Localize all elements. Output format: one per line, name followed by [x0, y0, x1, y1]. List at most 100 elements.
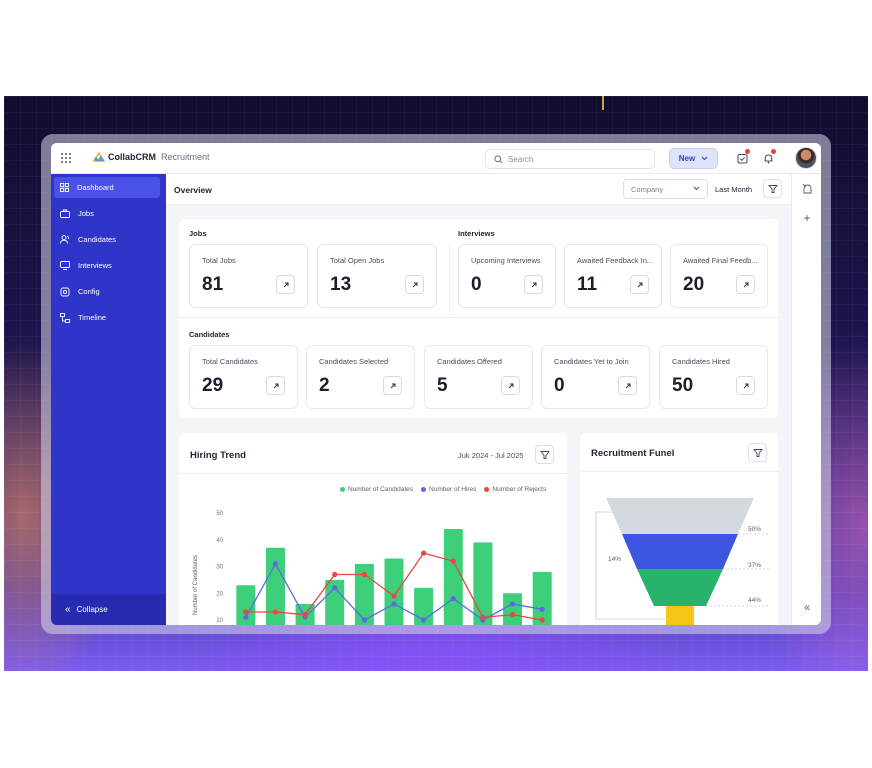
candidates-offered-card[interactable]: Candidates Offered 5	[424, 345, 533, 409]
section-divider	[179, 317, 778, 318]
open-details-button[interactable]	[276, 275, 295, 294]
expand-panel-icon[interactable]: «	[803, 602, 811, 614]
new-button-label: New	[678, 154, 696, 163]
card-value: 20	[683, 274, 705, 295]
funnel-filter-button[interactable]	[748, 443, 767, 462]
sidebar-item-label: Timeline	[78, 313, 107, 322]
awaited-feedback-card[interactable]: Awaited Feedback In... 11	[564, 244, 662, 308]
brand[interactable]: CollabCRM Recruitment	[93, 152, 210, 162]
arrow-up-right-icon	[273, 383, 278, 388]
open-details-button[interactable]	[736, 275, 755, 294]
funnel-label-1: 50%	[748, 526, 762, 533]
awaited-final-feedback-card[interactable]: Awaited Final Feedb... 20	[670, 244, 768, 308]
sidebar-item-interviews[interactable]: Interviews	[54, 255, 160, 276]
arrow-up-right-icon	[283, 282, 288, 287]
sidebar-item-dashboard[interactable]: Dashboard	[54, 177, 160, 198]
funnel-chart	[595, 498, 770, 625]
funnel-bracket-left	[595, 511, 666, 620]
search-input[interactable]: Search	[485, 149, 655, 169]
sidebar-item-jobs[interactable]: Jobs	[54, 203, 160, 224]
chart-legend: Number of Candidates Number of Hires Num…	[340, 486, 546, 493]
funnel-title: Recruitment Funel	[591, 448, 675, 459]
user-avatar[interactable]	[795, 147, 817, 169]
bar-candidates	[325, 579, 345, 625]
notification-dot	[771, 149, 776, 154]
bar-candidates	[473, 542, 493, 625]
sidebar-item-label: Interviews	[78, 261, 112, 270]
sidebar-item-label: Jobs	[78, 209, 94, 218]
point-hires	[450, 596, 456, 602]
add-icon[interactable]: +	[803, 211, 811, 225]
filter-icon	[539, 450, 550, 459]
sidebar-item-config[interactable]: Config	[54, 281, 160, 302]
tasks-button[interactable]	[733, 149, 751, 167]
point-hires	[243, 614, 249, 620]
candidates-yet-to-join-card[interactable]: Candidates Yet to Join 0	[541, 345, 650, 409]
company-placeholder: Company	[631, 184, 664, 194]
point-rejects	[391, 593, 397, 599]
open-details-button[interactable]	[736, 376, 755, 395]
open-details-button[interactable]	[266, 376, 285, 395]
open-details-button[interactable]	[524, 275, 543, 294]
user-switch-icon[interactable]	[800, 181, 814, 195]
point-hires	[509, 601, 516, 607]
legend-item-rejects: Number of Rejects	[484, 486, 546, 493]
collapse-button[interactable]: « Collapse	[51, 594, 166, 625]
config-icon	[60, 287, 70, 296]
arrow-up-right-icon	[390, 383, 395, 388]
overview-header: Overview Company Last Month	[166, 174, 791, 205]
point-rejects	[509, 612, 516, 618]
notifications-button[interactable]	[759, 149, 777, 167]
point-hires	[539, 606, 545, 612]
open-details-button[interactable]	[383, 376, 402, 395]
hiring-trend-date-range[interactable]: Juk 2024 - Jul 2025	[458, 451, 524, 460]
search-icon	[494, 154, 503, 163]
interviews-section-title: Interviews	[458, 229, 495, 238]
funnel-stage-3	[637, 569, 723, 606]
overview-filter-button[interactable]	[763, 179, 782, 198]
arrow-up-right-icon	[637, 282, 642, 287]
point-hires	[332, 585, 338, 591]
chevron-down-icon	[693, 186, 700, 191]
summary-panel: Jobs Interviews Total Jobs 81 Total Open…	[179, 219, 778, 418]
card-label: Awaited Feedback In...	[577, 256, 654, 265]
candidates-selected-card[interactable]: Candidates Selected 2	[306, 345, 415, 409]
card-label: Awaited Final Feedb...	[683, 256, 758, 265]
sidebar-item-candidates[interactable]: Candidates	[54, 229, 160, 250]
bar-candidates	[384, 558, 404, 625]
open-details-button[interactable]	[618, 376, 637, 395]
bar-candidates	[532, 571, 552, 625]
card-value: 13	[330, 274, 352, 295]
brand-name: CollabCRM	[108, 152, 156, 162]
card-label: Total Open Jobs	[330, 256, 385, 265]
upcoming-interviews-card[interactable]: Upcoming Interviews 0	[458, 244, 556, 308]
new-button[interactable]: New	[669, 148, 718, 169]
point-rejects	[302, 612, 308, 618]
open-details-button[interactable]	[501, 376, 520, 395]
bar-candidates	[354, 563, 374, 625]
total-candidates-card[interactable]: Total Candidates 29	[189, 345, 298, 409]
card-label: Upcoming Interviews	[471, 256, 541, 265]
bar-candidates	[414, 587, 434, 625]
open-details-button[interactable]	[405, 275, 424, 294]
total-open-jobs-card[interactable]: Total Open Jobs 13	[317, 244, 437, 308]
hiring-trend-filter-button[interactable]	[535, 445, 554, 464]
y-tick-label: 10	[216, 618, 223, 624]
funnel-label-4: 44%	[748, 597, 762, 604]
sidebar-item-timeline[interactable]: Timeline	[54, 307, 160, 328]
candidates-hired-card[interactable]: Candidates Hired 50	[659, 345, 768, 409]
app-grid-icon[interactable]	[61, 153, 71, 163]
legend-item-candidates: Number of Candidates	[340, 486, 413, 493]
point-hires	[272, 561, 279, 567]
timeline-icon	[60, 312, 70, 323]
point-rejects	[480, 614, 486, 620]
bar-candidates	[503, 593, 523, 625]
point-rejects	[539, 617, 545, 623]
company-select[interactable]: Company	[623, 179, 708, 199]
total-jobs-card[interactable]: Total Jobs 81	[189, 244, 308, 308]
arrow-up-right-icon	[743, 383, 748, 388]
point-hires	[391, 601, 397, 607]
period-selector[interactable]: Last Month	[715, 185, 753, 194]
open-details-button[interactable]	[630, 275, 649, 294]
sidebar: Dashboard Jobs Candidates Interviews Con…	[51, 174, 166, 625]
